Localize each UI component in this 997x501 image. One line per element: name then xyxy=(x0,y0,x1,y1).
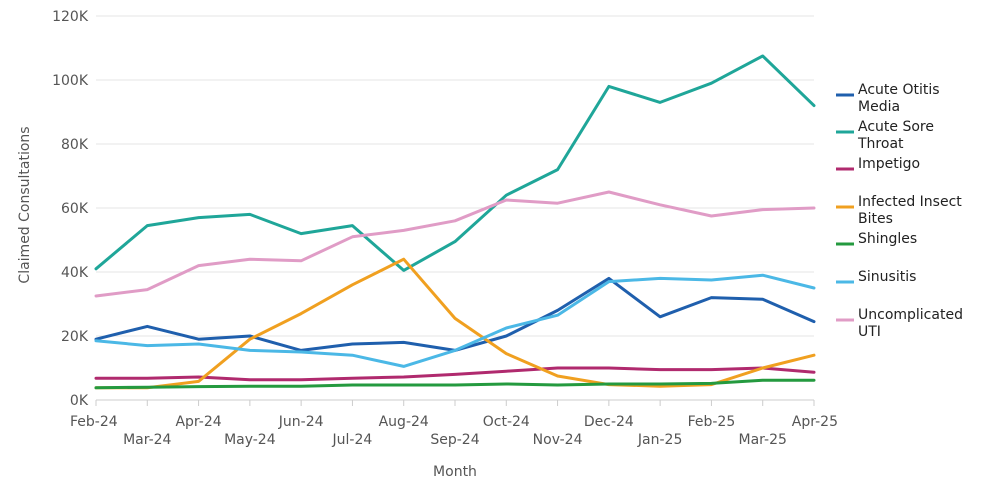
series-line-uncomplicated-uti xyxy=(94,190,816,298)
x-tick-label: Apr-25 xyxy=(792,414,838,430)
x-tick-label: May-24 xyxy=(224,432,276,448)
x-axis-title: Month xyxy=(433,464,477,480)
legend-label: Infected Insect Bites xyxy=(858,194,962,227)
series-line-acute-sore-throat xyxy=(94,54,816,272)
y-axis-title: Claimed Consultations xyxy=(17,126,33,283)
x-tick-label: Dec-24 xyxy=(584,414,634,430)
legend-label: Uncomplicated UTI xyxy=(858,307,963,340)
y-tick-label: 60K xyxy=(61,201,89,217)
x-tick-label: Mar-24 xyxy=(123,432,171,448)
y-tick-label: 120K xyxy=(52,9,89,25)
legend-item-infected-insect-bites[interactable]: Infected Insect Bites xyxy=(836,194,962,227)
legend-item-impetigo[interactable]: Impetigo xyxy=(836,156,920,172)
series-line-impetigo xyxy=(94,366,816,382)
legend-label: Acute Otitis Media xyxy=(858,82,940,115)
series-line-shingles xyxy=(94,378,816,390)
y-tick-label: 80K xyxy=(61,137,89,153)
legend: Acute Otitis Media Acute Sore Throat Impetig… xyxy=(836,82,963,340)
x-tick-label: Mar-25 xyxy=(739,432,787,448)
x-tick-label: Jul-24 xyxy=(332,432,373,448)
legend-label: Acute Sore Throat xyxy=(857,119,934,152)
x-tick-label: Sep-24 xyxy=(430,432,479,448)
series-lines xyxy=(94,54,816,390)
legend-item-acute-sore-throat[interactable]: Acute Sore Throat xyxy=(836,119,934,152)
series-line-infected-insect-bites xyxy=(94,257,816,390)
x-tick-label: Jan-25 xyxy=(637,432,682,448)
x-tick-label: Feb-24 xyxy=(70,414,118,430)
legend-item-acute-otitis-media[interactable]: Acute Otitis Media xyxy=(836,82,940,115)
x-tick-label: Aug-24 xyxy=(379,414,429,430)
legend-label: Shingles xyxy=(858,231,917,247)
x-tick-label: Oct-24 xyxy=(483,414,530,430)
y-tick-label: 0K xyxy=(70,393,89,409)
y-tick-label: 20K xyxy=(61,329,89,345)
legend-item-shingles[interactable]: Shingles xyxy=(836,231,917,247)
series-line-sinusitis xyxy=(94,273,816,368)
legend-label: Sinusitis xyxy=(858,269,916,285)
x-tick-label: Feb-25 xyxy=(688,414,736,430)
x-tick-label: Nov-24 xyxy=(533,432,583,448)
x-tick-label: Apr-24 xyxy=(175,414,221,430)
y-tick-label: 40K xyxy=(61,265,89,281)
gridlines xyxy=(96,15,814,401)
y-tick-label: 100K xyxy=(52,73,89,89)
series-line-acute-otitis-media xyxy=(94,276,816,352)
legend-item-uncomplicated-uti[interactable]: Uncomplicated UTI xyxy=(836,307,963,340)
x-tick-label: Jun-24 xyxy=(278,414,324,430)
legend-item-sinusitis[interactable]: Sinusitis xyxy=(836,269,916,285)
y-axis-ticks: 0K 20K 40K 60K 80K 100K 120K xyxy=(52,9,89,409)
legend-label: Impetigo xyxy=(858,156,920,172)
